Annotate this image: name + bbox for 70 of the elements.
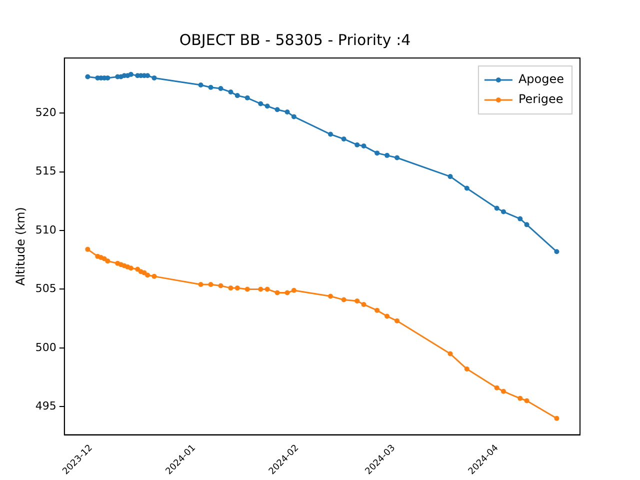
- point: [361, 144, 366, 149]
- point: [198, 282, 204, 288]
- point: [554, 249, 560, 254]
- point: [464, 186, 470, 191]
- point: [284, 290, 290, 296]
- point: [274, 107, 280, 112]
- point: [524, 398, 530, 404]
- point: [354, 298, 360, 304]
- y-tick-label: 495: [35, 399, 56, 412]
- point: [258, 286, 264, 292]
- point: [291, 288, 296, 293]
- legend-label: Perigee: [518, 92, 564, 106]
- point: [374, 150, 380, 156]
- y-tick-label: 500: [35, 340, 56, 354]
- point: [341, 297, 346, 302]
- y-tick-label: 520: [35, 106, 56, 120]
- point: [152, 75, 157, 80]
- point: [85, 74, 90, 80]
- y-tick-label: 515: [35, 164, 56, 178]
- point: [244, 95, 250, 100]
- point: [228, 286, 234, 291]
- point: [105, 258, 110, 264]
- point: [500, 209, 506, 214]
- point: [284, 109, 290, 114]
- point: [494, 385, 500, 390]
- point: [145, 73, 150, 78]
- point: [152, 274, 157, 279]
- point: [234, 286, 240, 291]
- point: [341, 136, 346, 142]
- point: [145, 272, 150, 278]
- point: [524, 222, 530, 228]
- point: [518, 396, 523, 401]
- legend-label: Apogee: [518, 72, 564, 86]
- point: [208, 84, 214, 90]
- point: [264, 104, 270, 109]
- point: [198, 82, 204, 88]
- point: [264, 286, 270, 292]
- point: [554, 416, 560, 421]
- point: [518, 216, 523, 222]
- point: [328, 294, 334, 299]
- point: [464, 366, 470, 372]
- point: [244, 286, 250, 292]
- point: [128, 266, 134, 271]
- point: [374, 308, 380, 313]
- y-tick-label: 510: [35, 223, 56, 236]
- point: [354, 142, 360, 148]
- point: [500, 388, 506, 394]
- point: [394, 318, 400, 324]
- point: [394, 155, 400, 160]
- point: [208, 282, 214, 288]
- point: [328, 132, 334, 137]
- point: [258, 101, 264, 106]
- point: [234, 93, 240, 98]
- point: [218, 86, 224, 92]
- point: [384, 152, 390, 158]
- point: [291, 114, 296, 120]
- point: [218, 283, 224, 288]
- y-axis-title: Altitude (km): [13, 207, 28, 286]
- y-tick-label: 505: [35, 282, 56, 296]
- point: [448, 351, 453, 356]
- point: [135, 266, 140, 272]
- point: [228, 90, 234, 95]
- point: [448, 174, 453, 180]
- point: [384, 314, 390, 319]
- point: [361, 302, 366, 307]
- chart-title: OBJECT BB - 58305 - Priority :4: [179, 30, 411, 49]
- point: [494, 206, 500, 211]
- point: [128, 72, 134, 77]
- point: [85, 246, 90, 252]
- point: [274, 290, 280, 296]
